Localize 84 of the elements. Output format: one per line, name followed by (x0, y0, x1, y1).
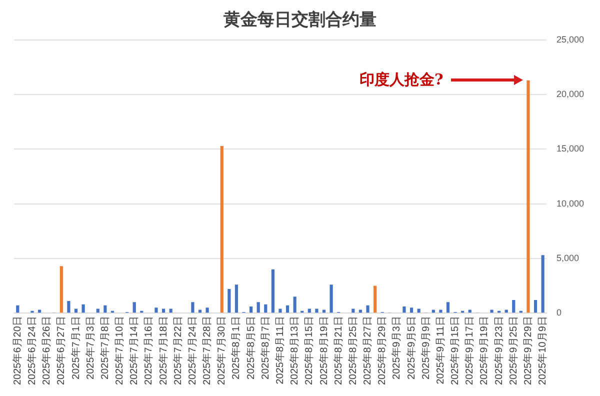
bar (446, 302, 450, 313)
x-tick-label: 2025年8月15日 (303, 316, 316, 386)
bar (169, 308, 172, 313)
x-tick-label: 2025年6月27日 (55, 316, 68, 386)
bar (374, 286, 377, 313)
bar (330, 284, 333, 313)
x-tick-label: 2025年6月26日 (40, 316, 53, 386)
bar (402, 306, 406, 313)
bar (278, 308, 282, 313)
bar (228, 289, 231, 313)
x-tick-label: 2025年7月8日 (98, 316, 111, 380)
bar (74, 308, 78, 313)
x-tick-label: 2025年7月28日 (201, 316, 214, 386)
x-tick-label: 2025年7月22日 (172, 316, 184, 386)
bar (82, 304, 85, 313)
x-tick-label: 2025年9月29日 (522, 316, 534, 386)
x-tick-label: 2025年7月1日 (70, 316, 82, 380)
x-tick-label: 2025年8月5日 (244, 316, 257, 380)
bar (439, 310, 442, 313)
x-tick-label: 2025年6月24日 (26, 316, 38, 386)
x-tick-label: 2025年8月1日 (230, 316, 242, 380)
bar (162, 308, 166, 313)
chart-title: 黄金每日交割合约量 (222, 9, 378, 31)
bar (256, 302, 260, 313)
x-tick-label: 2025年7月24日 (186, 316, 198, 386)
bar (104, 305, 107, 313)
x-tick-label: 2025年9月15日 (449, 316, 462, 386)
bar (234, 284, 238, 313)
x-tick-label: 2025年7月16日 (142, 316, 155, 386)
bar (154, 308, 158, 313)
y-tick-label: 25,000 (556, 34, 584, 44)
bar (96, 308, 100, 313)
bar (271, 269, 274, 313)
x-tick-label: 2025年9月25日 (507, 316, 520, 386)
annotation: 印度人抢金? (359, 70, 444, 88)
x-tick-label: 2025年8月27日 (362, 316, 374, 386)
x-tick-label: 2025年8月7日 (259, 316, 272, 380)
bar (60, 266, 63, 313)
y-tick-label: 15,000 (556, 144, 584, 154)
bar (264, 304, 268, 313)
x-tick-label: 2025年9月9日 (420, 316, 432, 380)
x-tick-label: 2025年7月10日 (114, 316, 126, 386)
bar (352, 308, 355, 313)
x-tick-label: 2025年8月13日 (288, 316, 301, 386)
x-tick-label: 2025年9月23日 (492, 316, 505, 386)
x-tick-label: 2025年9月5日 (405, 316, 418, 380)
bar (293, 296, 296, 313)
bar (490, 310, 494, 313)
bar (67, 301, 70, 313)
y-tick-label: 20,000 (556, 89, 584, 100)
x-tick-label: 2025年9月19日 (478, 316, 490, 386)
y-tick-label: 10,000 (556, 198, 584, 208)
x-tick-label: 2025年6月20日 (11, 316, 24, 386)
x-tick-label: 2025年7月3日 (84, 316, 96, 380)
x-tick-label: 2025年10月9日 (536, 316, 549, 386)
bar (541, 255, 544, 313)
x-tick-label: 2025年8月19日 (318, 316, 330, 386)
bar (534, 300, 538, 313)
x-tick-label: 2025年8月25日 (346, 316, 359, 386)
bar (206, 308, 209, 313)
y-tick-label: 0 (556, 308, 562, 318)
bar (512, 300, 516, 313)
bar (191, 302, 194, 313)
x-tick-label: 2025年9月3日 (390, 316, 403, 380)
bar (250, 306, 253, 313)
bar (220, 146, 224, 313)
bar (132, 302, 136, 313)
x-tick-label: 2025年8月11日 (274, 316, 286, 384)
x-tick-label: 2025年7月30日 (216, 316, 228, 386)
bar (16, 305, 20, 313)
y-tick-label: 5,000 (556, 252, 580, 263)
x-tick-label: 2025年7月14日 (128, 316, 140, 386)
x-tick-label: 2025年8月29日 (376, 316, 388, 386)
bar (315, 308, 318, 313)
bar (417, 308, 420, 313)
x-tick-label: 2025年8月21日 (332, 316, 344, 386)
x-tick-label: 2025年9月17日 (464, 316, 476, 386)
bar (410, 308, 414, 313)
x-tick-label: 2025年9月11日 (434, 316, 446, 384)
bar (308, 308, 311, 313)
bar (366, 305, 370, 313)
bar (286, 305, 290, 313)
x-tick-label: 2025年7月18日 (157, 316, 170, 386)
bar (526, 80, 530, 313)
